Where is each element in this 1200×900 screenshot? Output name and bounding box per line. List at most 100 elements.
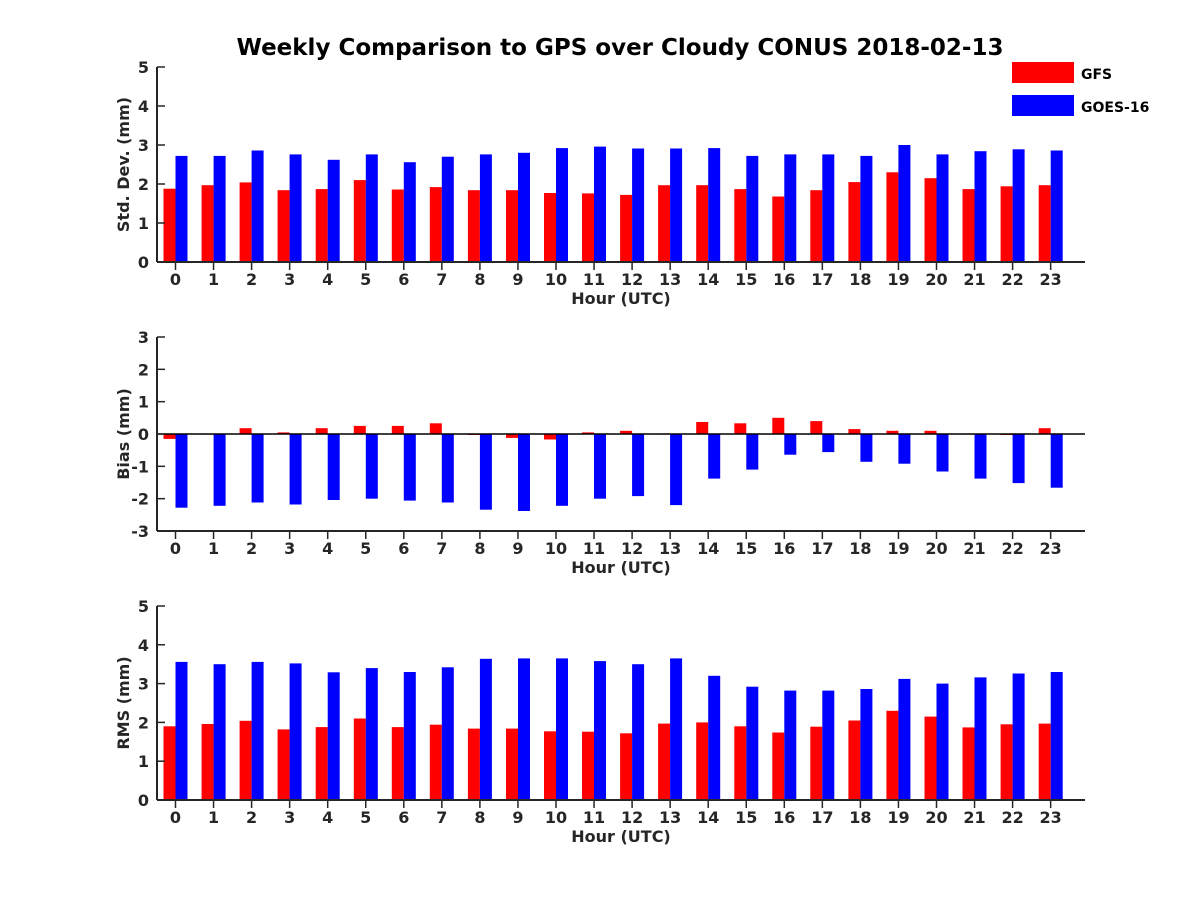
x-tick-label: 21 [963,808,985,827]
x-tick-label: 1 [208,808,219,827]
bar-goes16-hour-7 [441,667,454,800]
bar-goes16-hour-8 [479,154,492,262]
x-tick-label: 9 [512,270,523,289]
bar-goes16-hour-2 [251,434,264,503]
x-tick-label: 0 [170,270,181,289]
chart-title: Weekly Comparison to GPS over Cloudy CON… [237,35,1004,61]
y-tick-label: 2 [138,713,149,732]
bar-gfs-hour-11 [582,432,594,434]
legend-swatch-goes16 [1012,95,1074,116]
bar-goes16-hour-13 [670,434,683,506]
bar-goes16-hour-5 [365,668,378,800]
bar-gfs-hour-18 [848,429,861,434]
bar-gfs-hour-9 [506,728,518,800]
x-tick-label: 23 [1040,539,1062,558]
x-tick-label: 0 [170,808,181,827]
y-tick-label: 0 [138,425,149,444]
x-tick-label: 19 [887,808,909,827]
bar-gfs-hour-4 [315,428,328,434]
x-tick-label: 14 [697,270,719,289]
x-tick-label: 5 [360,270,371,289]
x-tick-label: 16 [773,539,795,558]
bar-goes16-hour-2 [251,150,264,262]
bar-goes16-hour-9 [518,152,530,262]
x-tick-label: 11 [583,270,605,289]
bar-gfs-hour-7 [429,724,442,800]
bar-goes16-hour-19 [898,145,911,262]
bar-gfs-hour-13 [658,723,671,800]
bar-gfs-hour-5 [353,425,366,434]
x-tick-label: 8 [474,808,485,827]
bar-goes16-hour-3 [289,154,302,262]
bar-goes16-hour-21 [974,151,987,262]
bar-goes16-hour-16 [784,690,797,800]
x-tick-label: 17 [811,808,833,827]
bar-gfs-hour-0 [163,188,176,262]
legend-label-gfs: GFS [1081,67,1112,83]
x-tick-label: 4 [322,270,333,289]
bar-gfs-hour-17 [810,726,823,800]
bar-goes16-hour-0 [175,155,188,262]
bar-goes16-hour-1 [213,155,226,262]
y-tick-label: 4 [138,97,149,116]
bar-gfs-hour-22 [1000,186,1013,262]
x-tick-label: 2 [246,539,257,558]
bar-goes16-hour-9 [518,658,530,800]
bar-gfs-hour-16 [772,417,785,434]
bar-goes16-hour-15 [746,686,759,800]
x-tick-label: 6 [398,539,409,558]
x-tick-label: 5 [360,808,371,827]
bar-goes16-hour-6 [403,162,416,262]
bar-goes16-hour-14 [708,434,721,479]
x-tick-label: 18 [849,270,871,289]
bar-goes16-hour-15 [746,155,759,262]
x-tick-label: 16 [773,808,795,827]
bar-goes16-hour-10 [556,148,568,262]
bar-goes16-hour-4 [327,159,340,262]
bar-goes16-hour-14 [708,148,721,262]
x-tick-label: 21 [963,270,985,289]
y-tick-label: 2 [138,175,149,194]
y-axis-label: Bias (mm) [114,388,133,480]
x-tick-label: 7 [436,808,447,827]
bar-goes16-hour-23 [1050,150,1063,262]
bar-gfs-hour-16 [772,196,785,262]
y-axis-label: RMS (mm) [114,656,133,749]
x-tick-label: 2 [246,808,257,827]
bar-goes16-hour-0 [175,661,188,800]
bar-gfs-hour-3 [277,190,290,262]
x-tick-label: 0 [170,539,181,558]
bar-gfs-hour-9 [506,434,518,438]
bar-gfs-hour-5 [353,718,366,800]
bar-goes16-hour-3 [289,434,302,505]
y-tick-label: 5 [138,597,149,616]
legend-label-goes16: GOES-16 [1081,100,1149,116]
bar-gfs-hour-14 [696,185,709,262]
y-tick-label: -2 [131,490,149,509]
bar-goes16-hour-14 [708,675,721,800]
x-tick-label: 10 [545,539,567,558]
bar-gfs-hour-19 [886,172,899,262]
bar-gfs-hour-19 [886,710,899,800]
x-tick-label: 9 [512,539,523,558]
bar-gfs-hour-14 [696,722,709,800]
bar-gfs-hour-20 [924,430,937,434]
bar-gfs-hour-7 [429,423,442,434]
bar-gfs-hour-4 [315,189,328,262]
x-tick-label: 22 [1001,270,1023,289]
x-tick-label: 20 [925,808,947,827]
bar-goes16-hour-20 [936,154,949,262]
bar-gfs-hour-23 [1038,185,1051,262]
x-tick-label: 9 [512,808,523,827]
x-tick-label: 19 [887,270,909,289]
bar-goes16-hour-22 [1012,673,1025,800]
bar-gfs-hour-16 [772,732,785,800]
bar-gfs-hour-20 [924,716,937,800]
y-tick-label: -1 [131,457,149,476]
bar-gfs-hour-3 [277,729,290,800]
x-tick-label: 18 [849,539,871,558]
bar-goes16-hour-17 [822,434,835,453]
bar-goes16-hour-21 [974,677,987,800]
